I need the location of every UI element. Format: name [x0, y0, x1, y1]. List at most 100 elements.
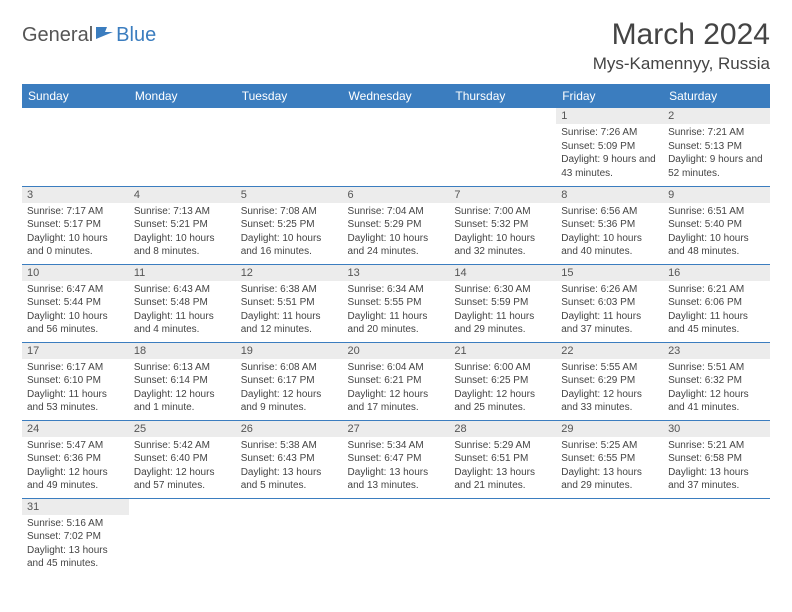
daylight-text: Daylight: 12 hours and 9 minutes. — [241, 388, 338, 415]
day-cell: 8Sunrise: 6:56 AMSunset: 5:36 PMDaylight… — [556, 186, 663, 264]
day-details: Sunrise: 5:34 AMSunset: 6:47 PMDaylight:… — [343, 437, 450, 497]
sunset-text: Sunset: 7:02 PM — [27, 530, 124, 544]
sunset-text: Sunset: 5:29 PM — [348, 218, 445, 232]
daylight-text: Daylight: 13 hours and 5 minutes. — [241, 466, 338, 493]
day-cell: 21Sunrise: 6:00 AMSunset: 6:25 PMDayligh… — [449, 342, 556, 420]
title-block: March 2024 Mys-Kamennyy, Russia — [593, 18, 770, 74]
daylight-text: Daylight: 11 hours and 12 minutes. — [241, 310, 338, 337]
day-details: Sunrise: 6:08 AMSunset: 6:17 PMDaylight:… — [236, 359, 343, 419]
day-details: Sunrise: 7:08 AMSunset: 5:25 PMDaylight:… — [236, 203, 343, 263]
day-details: Sunrise: 5:25 AMSunset: 6:55 PMDaylight:… — [556, 437, 663, 497]
day-details: Sunrise: 6:13 AMSunset: 6:14 PMDaylight:… — [129, 359, 236, 419]
sunrise-text: Sunrise: 6:26 AM — [561, 283, 658, 297]
day-cell: 20Sunrise: 6:04 AMSunset: 6:21 PMDayligh… — [343, 342, 450, 420]
day-number: 2 — [663, 108, 770, 124]
sunset-text: Sunset: 6:14 PM — [134, 374, 231, 388]
sunrise-text: Sunrise: 6:56 AM — [561, 205, 658, 219]
daylight-text: Daylight: 13 hours and 37 minutes. — [668, 466, 765, 493]
day-cell — [449, 108, 556, 186]
day-cell: 3Sunrise: 7:17 AMSunset: 5:17 PMDaylight… — [22, 186, 129, 264]
day-cell — [556, 498, 663, 576]
day-details: Sunrise: 5:21 AMSunset: 6:58 PMDaylight:… — [663, 437, 770, 497]
day-details: Sunrise: 5:55 AMSunset: 6:29 PMDaylight:… — [556, 359, 663, 419]
day-number: 19 — [236, 343, 343, 359]
sunrise-text: Sunrise: 7:21 AM — [668, 126, 765, 140]
sunset-text: Sunset: 5:21 PM — [134, 218, 231, 232]
day-header: Wednesday — [343, 84, 450, 108]
day-details: Sunrise: 7:00 AMSunset: 5:32 PMDaylight:… — [449, 203, 556, 263]
daylight-text: Daylight: 11 hours and 53 minutes. — [27, 388, 124, 415]
day-header-row: Sunday Monday Tuesday Wednesday Thursday… — [22, 84, 770, 108]
day-number: 23 — [663, 343, 770, 359]
day-number: 27 — [343, 421, 450, 437]
day-number: 5 — [236, 187, 343, 203]
sunset-text: Sunset: 5:40 PM — [668, 218, 765, 232]
day-header: Tuesday — [236, 84, 343, 108]
daylight-text: Daylight: 10 hours and 48 minutes. — [668, 232, 765, 259]
day-header: Monday — [129, 84, 236, 108]
sunrise-text: Sunrise: 6:08 AM — [241, 361, 338, 375]
daylight-text: Daylight: 10 hours and 24 minutes. — [348, 232, 445, 259]
day-number — [663, 499, 770, 503]
sunset-text: Sunset: 6:06 PM — [668, 296, 765, 310]
sunrise-text: Sunrise: 5:29 AM — [454, 439, 551, 453]
sunrise-text: Sunrise: 6:17 AM — [27, 361, 124, 375]
day-details: Sunrise: 6:43 AMSunset: 5:48 PMDaylight:… — [129, 281, 236, 341]
daylight-text: Daylight: 12 hours and 57 minutes. — [134, 466, 231, 493]
daylight-text: Daylight: 10 hours and 40 minutes. — [561, 232, 658, 259]
day-number: 9 — [663, 187, 770, 203]
day-details: Sunrise: 5:42 AMSunset: 6:40 PMDaylight:… — [129, 437, 236, 497]
sunrise-text: Sunrise: 7:08 AM — [241, 205, 338, 219]
location: Mys-Kamennyy, Russia — [593, 54, 770, 74]
day-number: 1 — [556, 108, 663, 124]
day-cell: 4Sunrise: 7:13 AMSunset: 5:21 PMDaylight… — [129, 186, 236, 264]
sunset-text: Sunset: 5:51 PM — [241, 296, 338, 310]
day-number: 26 — [236, 421, 343, 437]
day-cell: 19Sunrise: 6:08 AMSunset: 6:17 PMDayligh… — [236, 342, 343, 420]
daylight-text: Daylight: 9 hours and 43 minutes. — [561, 153, 658, 180]
sunrise-text: Sunrise: 5:47 AM — [27, 439, 124, 453]
sunset-text: Sunset: 5:59 PM — [454, 296, 551, 310]
sunrise-text: Sunrise: 7:00 AM — [454, 205, 551, 219]
day-details: Sunrise: 5:29 AMSunset: 6:51 PMDaylight:… — [449, 437, 556, 497]
day-details: Sunrise: 6:30 AMSunset: 5:59 PMDaylight:… — [449, 281, 556, 341]
sunrise-text: Sunrise: 6:43 AM — [134, 283, 231, 297]
day-cell: 28Sunrise: 5:29 AMSunset: 6:51 PMDayligh… — [449, 420, 556, 498]
logo-text-2: Blue — [116, 24, 156, 47]
sunrise-text: Sunrise: 6:30 AM — [454, 283, 551, 297]
week-row: 3Sunrise: 7:17 AMSunset: 5:17 PMDaylight… — [22, 186, 770, 264]
sunset-text: Sunset: 6:58 PM — [668, 452, 765, 466]
day-number — [449, 499, 556, 503]
daylight-text: Daylight: 12 hours and 1 minute. — [134, 388, 231, 415]
day-cell: 31Sunrise: 5:16 AMSunset: 7:02 PMDayligh… — [22, 498, 129, 576]
sunset-text: Sunset: 6:21 PM — [348, 374, 445, 388]
daylight-text: Daylight: 12 hours and 25 minutes. — [454, 388, 551, 415]
daylight-text: Daylight: 11 hours and 45 minutes. — [668, 310, 765, 337]
day-cell: 6Sunrise: 7:04 AMSunset: 5:29 PMDaylight… — [343, 186, 450, 264]
day-number — [22, 108, 129, 112]
sunrise-text: Sunrise: 5:16 AM — [27, 517, 124, 531]
daylight-text: Daylight: 10 hours and 8 minutes. — [134, 232, 231, 259]
day-cell — [129, 108, 236, 186]
day-cell — [449, 498, 556, 576]
sunset-text: Sunset: 5:17 PM — [27, 218, 124, 232]
day-cell: 27Sunrise: 5:34 AMSunset: 6:47 PMDayligh… — [343, 420, 450, 498]
sunset-text: Sunset: 6:43 PM — [241, 452, 338, 466]
daylight-text: Daylight: 10 hours and 16 minutes. — [241, 232, 338, 259]
sunrise-text: Sunrise: 7:17 AM — [27, 205, 124, 219]
day-number: 7 — [449, 187, 556, 203]
sunrise-text: Sunrise: 6:51 AM — [668, 205, 765, 219]
daylight-text: Daylight: 12 hours and 33 minutes. — [561, 388, 658, 415]
sunset-text: Sunset: 6:25 PM — [454, 374, 551, 388]
daylight-text: Daylight: 12 hours and 41 minutes. — [668, 388, 765, 415]
day-number: 17 — [22, 343, 129, 359]
day-cell — [129, 498, 236, 576]
sunrise-text: Sunrise: 5:51 AM — [668, 361, 765, 375]
sunrise-text: Sunrise: 6:04 AM — [348, 361, 445, 375]
day-details: Sunrise: 6:47 AMSunset: 5:44 PMDaylight:… — [22, 281, 129, 341]
sunset-text: Sunset: 6:47 PM — [348, 452, 445, 466]
daylight-text: Daylight: 12 hours and 49 minutes. — [27, 466, 124, 493]
daylight-text: Daylight: 13 hours and 21 minutes. — [454, 466, 551, 493]
day-number — [556, 499, 663, 503]
day-cell: 5Sunrise: 7:08 AMSunset: 5:25 PMDaylight… — [236, 186, 343, 264]
